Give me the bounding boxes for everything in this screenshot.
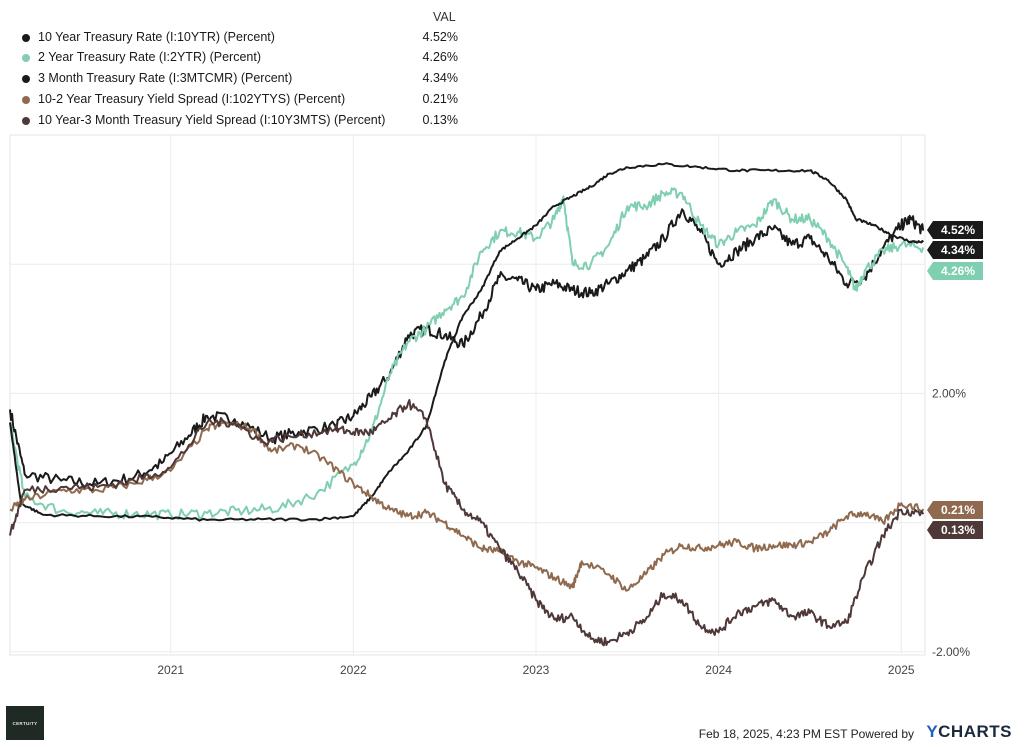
x-tick-label: 2023 bbox=[523, 663, 550, 677]
end-value-label: 0.21% bbox=[927, 501, 983, 519]
legend-header: VAL bbox=[433, 10, 456, 24]
y-tick-label: 2.00% bbox=[932, 386, 966, 400]
end-label-pill bbox=[927, 241, 983, 259]
end-label-pill bbox=[927, 221, 983, 239]
end-label-pill bbox=[927, 521, 983, 539]
series-line-3m[interactable] bbox=[9, 162, 925, 522]
legend-item-value: 0.21% bbox=[422, 92, 458, 106]
series-line-10y[interactable] bbox=[9, 208, 925, 489]
ycharts-brand-y: Y bbox=[926, 722, 939, 741]
chart-end-labels: 4.52% 4.34% 4.26% 0.21% 0.13% bbox=[927, 221, 983, 539]
legend-dot-icon bbox=[22, 75, 30, 83]
x-tick-label: 2022 bbox=[340, 663, 367, 677]
legend-item[interactable]: 10-2 Year Treasury Yield Spread (I:102YT… bbox=[20, 90, 470, 110]
ycharts-brand[interactable]: YCHARTS bbox=[926, 722, 1012, 742]
end-label-text: 4.52% bbox=[941, 223, 975, 237]
end-value-label: 0.13% bbox=[927, 521, 983, 539]
x-tick-label: 2024 bbox=[705, 663, 732, 677]
legend-item-label: 10 Year Treasury Rate (I:10YTR) (Percent… bbox=[38, 30, 275, 44]
ycharts-brand-rest: CHARTS bbox=[938, 722, 1012, 741]
logo-text: CERTUITY bbox=[12, 720, 38, 726]
end-label-text: 0.21% bbox=[941, 503, 975, 517]
plot-frame bbox=[9, 134, 926, 656]
legend-item[interactable]: 2 Year Treasury Rate (I:2YTR) (Percent) … bbox=[20, 48, 470, 68]
end-value-label: 4.52% bbox=[927, 221, 983, 239]
legend-item-label: 10 Year-3 Month Treasury Yield Spread (I… bbox=[38, 113, 386, 127]
chart-grid bbox=[9, 134, 926, 656]
legend-dot-icon bbox=[22, 54, 30, 62]
y-tick-label: -2.00% bbox=[932, 645, 970, 659]
legend-item-value: 4.26% bbox=[422, 50, 458, 64]
chart-series-group bbox=[9, 162, 925, 647]
chart-axis-ticks: 2021 2022 2023 2024 2025 2.00% -2.00% bbox=[157, 386, 970, 677]
legend-item[interactable]: 3 Month Treasury Rate (I:3MTCMR) (Percen… bbox=[20, 69, 470, 89]
end-label-text: 0.13% bbox=[941, 523, 975, 537]
legend-item-label: 10-2 Year Treasury Yield Spread (I:102YT… bbox=[38, 92, 346, 106]
end-label-pill bbox=[927, 262, 983, 280]
legend-item[interactable]: 10 Year Treasury Rate (I:10YTR) (Percent… bbox=[20, 28, 470, 48]
legend-dot-icon bbox=[22, 96, 30, 104]
series-line-10-2-spread[interactable] bbox=[9, 419, 925, 592]
end-label-pill bbox=[927, 501, 983, 519]
legend-dot-icon bbox=[22, 34, 30, 42]
end-value-label: 4.34% bbox=[927, 241, 983, 259]
legend-item-value: 0.13% bbox=[422, 113, 458, 127]
end-label-text: 4.34% bbox=[941, 243, 975, 257]
series-line-10y-3m-spread[interactable] bbox=[9, 399, 925, 647]
legend-item-value: 4.52% bbox=[422, 30, 458, 44]
end-value-label: 4.26% bbox=[927, 262, 983, 280]
footer-timestamp: Feb 18, 2025, 4:23 PM EST Powered by bbox=[698, 727, 914, 741]
legend-item-value: 4.34% bbox=[422, 71, 458, 85]
x-tick-label: 2025 bbox=[888, 663, 915, 677]
legend-dot-icon bbox=[22, 117, 30, 125]
end-label-text: 4.26% bbox=[941, 264, 975, 278]
legend-item-label: 2 Year Treasury Rate (I:2YTR) (Percent) bbox=[38, 50, 262, 64]
certuity-logo: CERTUITY bbox=[6, 706, 44, 740]
legend-item[interactable]: 10 Year-3 Month Treasury Yield Spread (I… bbox=[20, 111, 470, 131]
series-line-2y[interactable] bbox=[9, 187, 925, 521]
legend-item-label: 3 Month Treasury Rate (I:3MTCMR) (Percen… bbox=[38, 71, 293, 85]
x-tick-label: 2021 bbox=[157, 663, 184, 677]
